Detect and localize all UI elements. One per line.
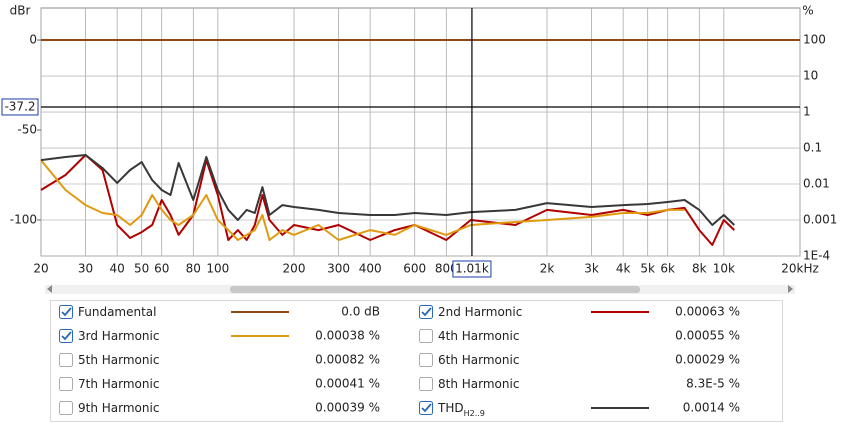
legend-checkbox[interactable] (59, 305, 73, 319)
y2-axis-label: % (802, 4, 813, 18)
legend-checkmark (61, 307, 72, 317)
legend-checkbox[interactable] (59, 377, 73, 391)
legend-readout: 0.00082 % (315, 353, 380, 367)
series-line (40, 159, 685, 241)
legend-name: 7th Harmonic (78, 377, 159, 391)
x-tick-label: 20kHz (781, 262, 819, 276)
legend-name: 4th Harmonic (438, 329, 519, 343)
series-line (40, 154, 735, 226)
legend-readout: 0.00029 % (675, 353, 740, 367)
legend-checkbox[interactable] (59, 329, 73, 343)
legend-readout: 8.3E-5 % (686, 377, 740, 391)
scroll-right[interactable] (788, 285, 793, 293)
legend-readout: 0.00038 % (315, 329, 380, 343)
scroll-left[interactable] (47, 285, 52, 293)
x-tick-label: 20 (33, 262, 48, 276)
legend-checkbox[interactable] (419, 401, 433, 415)
x-tick-label: 40 (110, 262, 125, 276)
y-tick-label: -100 (10, 213, 37, 227)
legend-name: Fundamental (78, 305, 157, 319)
legend-checkmark (421, 307, 432, 317)
x-tick-label: 80 (186, 262, 201, 276)
y2-tick-label: 10 (803, 69, 818, 83)
y2-tick-label: 0.001 (803, 213, 837, 227)
x-tick-label: 800 (435, 262, 458, 276)
y2-tick-label: 100 (803, 33, 826, 47)
legend-name: 8th Harmonic (438, 377, 519, 391)
legend-name: THDH2..9 (437, 401, 485, 418)
plot-area (40, 7, 801, 257)
y2-tick-label: 1 (803, 105, 811, 119)
y-tick-label: -50 (17, 123, 37, 137)
cursor-x-box (452, 260, 492, 278)
legend-panel (50, 300, 783, 422)
legend-name: 2nd Harmonic (438, 305, 522, 319)
y2-tick-label: 1E-4 (803, 249, 830, 263)
y-axis-label: dBr (10, 4, 31, 18)
legend-name-sub: H2..9 (464, 409, 485, 418)
legend-name-text: 5th Harmonic (78, 353, 159, 367)
legend-checkbox[interactable] (419, 377, 433, 391)
legend-checkmark (61, 331, 72, 341)
x-tick-label: 10k (713, 262, 735, 276)
legend-name-text: 2nd Harmonic (438, 305, 522, 319)
legend-readout: 0.0014 % (683, 401, 740, 415)
x-tick-label: 2k (540, 262, 555, 276)
scrollbar-thumb[interactable] (230, 286, 640, 293)
legend-name-text: 4th Harmonic (438, 329, 519, 343)
legend-name-text: 6th Harmonic (438, 353, 519, 367)
legend-checkbox[interactable] (59, 353, 73, 367)
x-tick-label: 3k (584, 262, 599, 276)
y-tick-label: 0 (29, 33, 37, 47)
x-tick-label: 8k (692, 262, 707, 276)
x-tick-label: 100 (206, 262, 229, 276)
legend-checkbox[interactable] (419, 353, 433, 367)
legend-name-text: 9th Harmonic (78, 401, 159, 415)
legend-name-text: 7th Harmonic (78, 377, 159, 391)
legend-readout: 0.00055 % (675, 329, 740, 343)
x-tick-label: 60 (154, 262, 169, 276)
legend-checkmark (421, 403, 432, 413)
x-tick-label: 5k (640, 262, 655, 276)
legend-name: 6th Harmonic (438, 353, 519, 367)
cursor-x-label: 1.01k (455, 262, 489, 276)
legend-readout: 0.0 dB (341, 305, 380, 319)
legend-name-text: Fundamental (78, 305, 157, 319)
legend-name: 5th Harmonic (78, 353, 159, 367)
legend-checkbox[interactable] (419, 329, 433, 343)
legend-name-text: 8th Harmonic (438, 377, 519, 391)
legend-name: 3rd Harmonic (78, 329, 159, 343)
legend-readout: 0.00063 % (675, 305, 740, 319)
x-tick-label: 4k (616, 262, 631, 276)
cursor-y-label: -37.2 (4, 99, 35, 113)
legend-name-text: THD (437, 401, 464, 415)
x-tick-label: 200 (283, 262, 306, 276)
legend-readout: 0.00041 % (315, 377, 380, 391)
y2-tick-label: 0.1 (803, 141, 822, 155)
legend-checkbox[interactable] (419, 305, 433, 319)
legend-readout: 0.00039 % (315, 401, 380, 415)
legend-checkbox[interactable] (59, 401, 73, 415)
y2-tick-label: 0.01 (803, 177, 830, 191)
x-tick-label: 300 (327, 262, 350, 276)
x-tick-label: 600 (403, 262, 426, 276)
x-tick-label: 30 (78, 262, 93, 276)
cursor-y-box (1, 98, 39, 116)
legend-name-text: 3rd Harmonic (78, 329, 159, 343)
x-tick-label: 6k (660, 262, 675, 276)
x-tick-label: 50 (134, 262, 149, 276)
x-tick-label: 400 (359, 262, 382, 276)
legend-name: 9th Harmonic (78, 401, 159, 415)
